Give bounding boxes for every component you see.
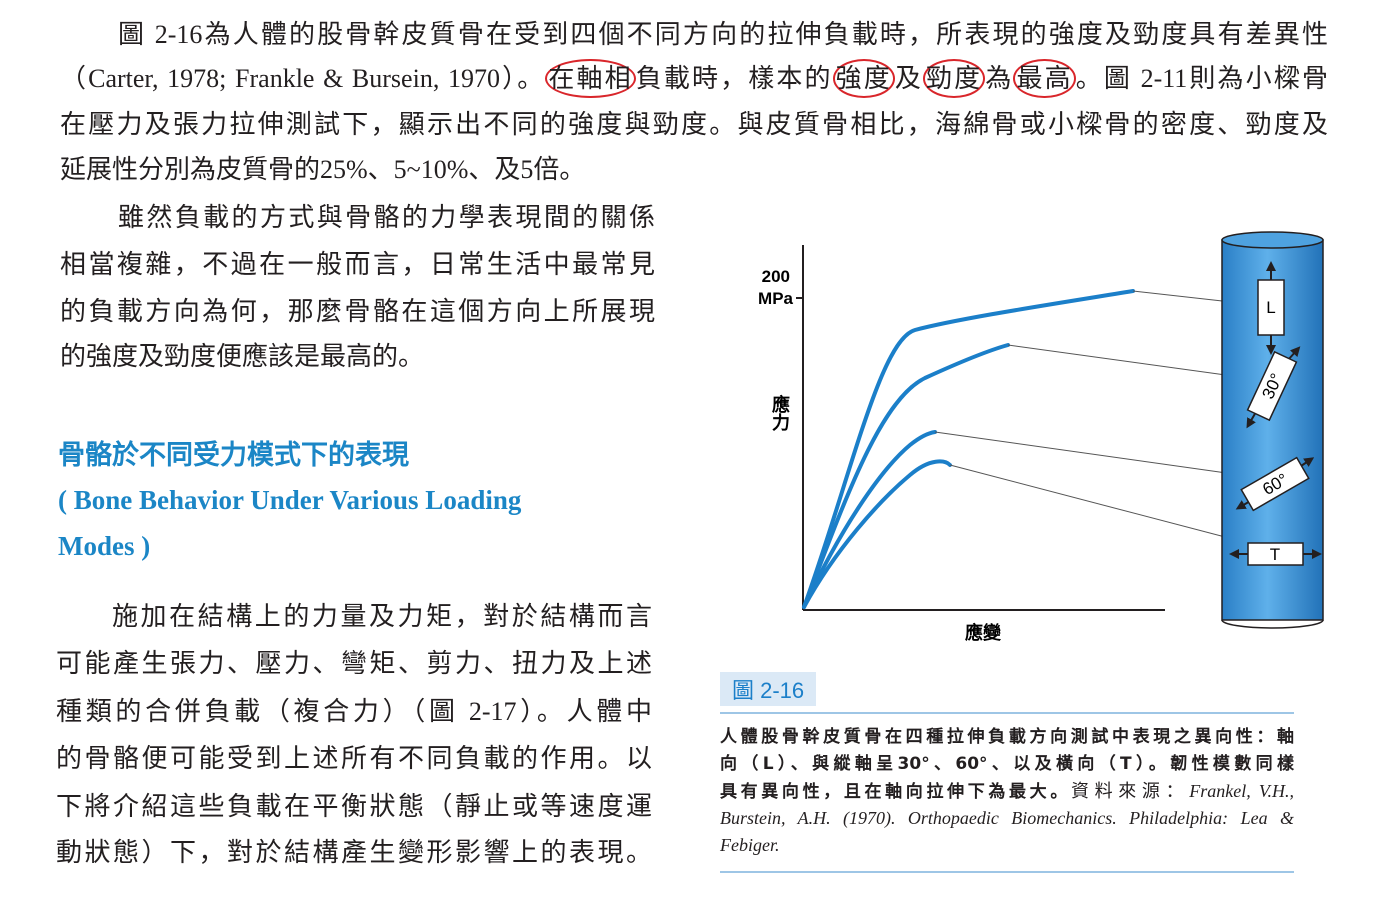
leader-lines [934,290,1263,544]
source-label: 資料來源： [1070,781,1190,801]
text-line: 種類的合併負載（複合力）（圖 2-17）。人體中 [56,697,652,726]
bone-cylinder: L 30° 60° T [1221,231,1324,629]
highlight: 勁度 [923,59,986,98]
curve-t [802,459,952,609]
text-line: 相當複雜，不過在一般而言，日常生活中最常見 [60,250,655,279]
caption-line: 人體股骨幹皮質骨在四種拉伸負載方向測試中表現之異向性：軸 [720,727,1294,747]
source-line: Febiger. [720,835,780,855]
tick-unit: MPa [758,289,794,308]
text-line: 延展性分別為皮質骨的25%、5~10%、及5倍。 [60,155,586,184]
plot: 200 MPa 應力 應變 [758,245,1263,643]
text: （Carter, 1978; Frankle & Bursein, 1970）。 [60,64,546,93]
curve-l [802,289,1135,609]
text-line: 在壓力及張力拉伸測試下，顯示出不同的強度與勁度。與皮質骨相比，海綿骨或小樑骨的密… [60,110,1328,139]
curve-60 [802,430,937,609]
specimen-label: L [1266,298,1275,317]
source-line: Burstein, A.H. (1970). Orthopaedic Biome… [720,808,1294,828]
text-line: 雖然負載的方式與骨骼的力學表現間的關係 [118,203,655,232]
figure-label-bg [720,672,816,706]
caption-line: 向（L）、與縱軸呈30°、60°、以及橫向（T）。韌性模數同樣 [720,754,1294,774]
curves [802,289,1135,609]
curve-30 [802,343,1010,609]
section-heading: 骨骼於不同受力模式下的表現 [58,440,409,470]
section-heading-en: ( Bone Behavior Under Various Loading [58,485,522,515]
y-axis-label: 應力 [770,394,790,432]
highlight: 在軸相 [545,59,636,98]
text: 。圖 2-11則為小樑骨 [1075,64,1328,93]
text-line: 的強度及勁度便應該是最高的。 [60,342,425,371]
specimen-label: T [1270,545,1280,564]
text-line: 施加在結構上的力量及力矩，對於結構而言 [112,602,652,631]
text: 為 [985,64,1014,93]
caption-line: 具有異向性，且在軸向拉伸下為最大。資料來源：Frankel, V.H., [720,779,1294,804]
highlight: 最高 [1013,59,1076,98]
text-line: 的骨骼便可能受到上述所有不同負載的作用。以 [56,744,652,773]
section-heading-en: Modes ) [58,531,151,561]
caption-text: 具有異向性，且在軸向拉伸下為最大。 [720,782,1071,802]
text-line: 的負載方向為何，那麼骨骼在這個方向上所展現 [60,297,655,326]
text-line: 動狀態）下，對於結構產生變形影響上的表現。 [56,838,652,867]
text: 負載時，樣本的 [635,64,833,93]
highlight: 強度 [832,59,895,98]
text-line: 下將介紹這些負載在平衡狀態（靜止或等速度運 [56,792,652,821]
x-axis-label: 應變 [965,622,1002,643]
text-line: （Carter, 1978; Frankle & Bursein, 1970）。… [60,59,1328,98]
text: 及 [894,64,924,93]
source-text: Frankel, V.H., [1189,781,1295,801]
tick-value: 200 [762,267,790,286]
figure-label: 圖 2-16 [732,678,804,703]
text-line: 可能產生張力、壓力、彎矩、剪力、扭力及上述 [56,649,652,678]
text-line: 圖 2-16為人體的股骨幹皮質骨在受到四個不同方向的拉伸負載時，所表現的強度及勁… [118,20,1328,49]
